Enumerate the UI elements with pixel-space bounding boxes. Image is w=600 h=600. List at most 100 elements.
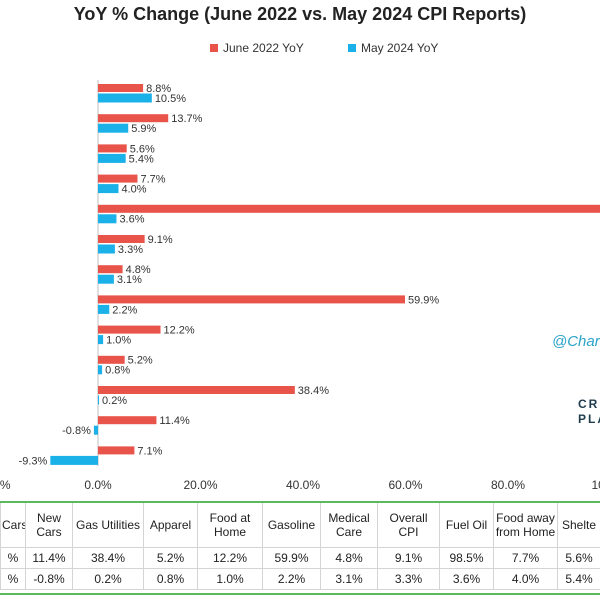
header-cell: Gas Utilities	[72, 502, 144, 548]
x-tick-label: 20.0%	[183, 478, 217, 492]
bar	[98, 446, 135, 455]
data-label: 9.1%	[148, 234, 173, 246]
watermark: @Char	[552, 333, 600, 350]
data-label: 11.4%	[159, 415, 190, 427]
table-cell: 4.8%	[320, 547, 378, 569]
chart: YoY % Change (June 2022 vs. May 2024 CPI…	[0, 4, 600, 492]
bar	[98, 235, 145, 243]
x-tick-label: 10	[592, 478, 600, 492]
bar	[98, 274, 114, 284]
legend-swatch	[210, 44, 218, 52]
table-cell: 5.2%	[143, 547, 198, 569]
data-label: 13.7%	[171, 113, 202, 125]
bar	[98, 123, 129, 133]
logo-text: CRI	[578, 397, 600, 411]
data-label: 10.5%	[155, 93, 186, 105]
logo-text: PLA	[578, 412, 600, 426]
bar	[98, 153, 126, 163]
chart-title: YoY % Change (June 2022 vs. May 2024 CPI…	[74, 4, 527, 24]
data-label: 0.8%	[105, 365, 130, 377]
bar	[98, 244, 115, 254]
table-cell: -0.8%	[25, 568, 73, 590]
header-cell: Fuel Oil	[439, 502, 494, 548]
bar	[98, 93, 152, 103]
header-cell: Apparel	[143, 502, 198, 548]
bar	[98, 355, 125, 364]
header-cell: Food away from Home	[493, 502, 558, 548]
data-label: 5.2%	[128, 355, 153, 367]
bar	[98, 174, 138, 183]
table-cell: 5.6%	[557, 547, 600, 569]
bar	[98, 395, 100, 405]
bar	[98, 304, 110, 314]
bar	[98, 325, 161, 334]
table-cell: 11.4%	[25, 547, 73, 569]
header-cell: Overall CPI	[377, 502, 440, 548]
table-cell: 0.8%	[143, 568, 198, 590]
bar	[98, 114, 169, 123]
data-label: -9.3%	[19, 455, 48, 467]
table-cell: %	[0, 547, 26, 569]
table-cell: 4.0%	[493, 568, 558, 590]
header-cell: Shelte	[557, 502, 600, 548]
data-label: 3.1%	[117, 274, 142, 286]
table-cell: 9.1%	[377, 547, 440, 569]
data-table: Cars New Cars Gas Utilities Apparel Food at …	[0, 502, 600, 590]
table-cell: 3.3%	[377, 568, 440, 590]
header-cell: Gasoline	[262, 502, 321, 548]
bar	[98, 386, 295, 394]
data-label: 3.6%	[119, 214, 144, 226]
header-cell: Food at Home	[197, 502, 263, 548]
data-label: 12.2%	[164, 325, 195, 337]
data-label: 7.7%	[140, 174, 165, 186]
header-cell: New Cars	[25, 502, 73, 548]
data-label: 2.2%	[112, 304, 137, 316]
table-cell: 2.2%	[262, 568, 321, 590]
x-tick-label: 0%	[0, 478, 11, 492]
table-cell: 0.2%	[72, 568, 144, 590]
data-label: 8.8%	[146, 83, 171, 95]
table-cell: %	[0, 568, 26, 590]
table-cell: 5.4%	[557, 568, 600, 590]
bar	[98, 335, 104, 345]
data-label: 4.8%	[126, 264, 151, 276]
x-tick-label: 40.0%	[286, 478, 320, 492]
table-header-row: Cars New Cars Gas Utilities Apparel Food at …	[0, 502, 600, 548]
bar	[98, 84, 144, 92]
data-label: 5.4%	[129, 153, 154, 165]
x-tick-label: 60.0%	[388, 478, 422, 492]
table-cell: 3.1%	[320, 568, 378, 590]
data-label: 0.2%	[102, 395, 127, 407]
data-label: 38.4%	[298, 385, 329, 397]
bar	[98, 144, 127, 153]
legend-label: May 2024 YoY	[361, 41, 438, 55]
table-row: % 11.4% 38.4% 5.2% 12.2% 59.9% 4.8% 9.1% 98.5% 7.…	[0, 547, 600, 569]
header-cell: Medical Care	[320, 502, 378, 548]
bar	[93, 425, 98, 435]
bar	[98, 265, 123, 274]
x-tick-label: 0.0%	[84, 478, 112, 492]
data-label: 5.9%	[131, 123, 156, 135]
data-label: 4.0%	[122, 184, 147, 196]
bar	[98, 214, 117, 224]
bar	[98, 184, 119, 194]
table-cell: 59.9%	[262, 547, 321, 569]
data-label: -0.8%	[62, 425, 91, 437]
table-cell: 38.4%	[72, 547, 144, 569]
data-label: 7.1%	[137, 445, 162, 457]
bar	[98, 295, 405, 304]
table-cell: 3.6%	[439, 568, 494, 590]
data-label: 5.6%	[130, 143, 155, 155]
table-cell: 1.0%	[197, 568, 263, 590]
legend-swatch	[348, 44, 356, 52]
bar	[98, 204, 600, 213]
x-tick-label: 80.0%	[491, 478, 525, 492]
table-cell: 7.7%	[493, 547, 558, 569]
bar	[98, 365, 103, 375]
table-row: % -0.8% 0.2% 0.8% 1.0% 2.2% 3.1% 3.3% 3.6% 4.0% 5.…	[0, 568, 600, 590]
bar	[50, 455, 98, 465]
data-label: 1.0%	[106, 335, 131, 347]
header-cell: Cars	[0, 502, 26, 548]
data-label: 3.3%	[118, 244, 143, 256]
